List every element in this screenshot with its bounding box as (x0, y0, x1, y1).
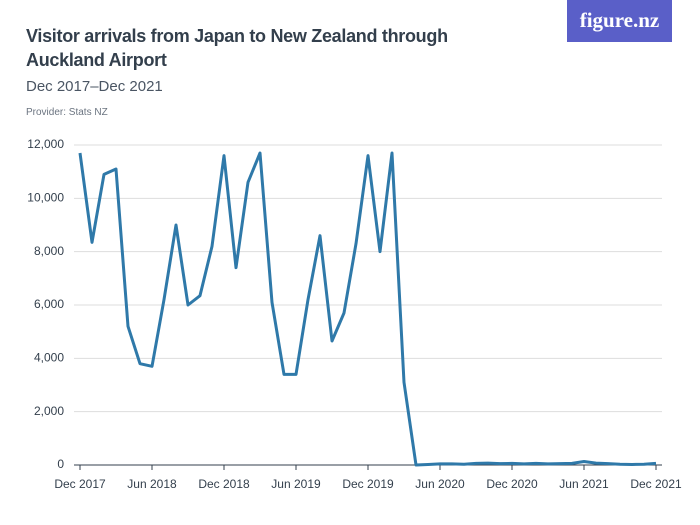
x-tick-label: Dec 2017 (54, 477, 106, 491)
y-tick-label: 10,000 (27, 191, 64, 205)
y-tick-label: 12,000 (27, 137, 64, 151)
line-series (78, 151, 657, 467)
x-tick-label: Dec 2020 (486, 477, 538, 491)
chart-title: Visitor arrivals from Japan to New Zeala… (26, 26, 448, 70)
logo[interactable]: figure.nz (567, 0, 672, 42)
x-tick-label: Dec 2018 (198, 477, 250, 491)
x-tick-label: Jun 2019 (271, 477, 321, 491)
provider: Provider: Stats NZ (26, 107, 108, 118)
y-tick-label: 0 (57, 457, 64, 471)
x-tick-label: Jun 2021 (559, 477, 609, 491)
x-tick-label: Dec 2019 (342, 477, 394, 491)
y-tick-label: 6,000 (34, 297, 64, 311)
y-tick-label: 4,000 (34, 351, 64, 365)
y-tick-label: 8,000 (34, 244, 64, 258)
y-tick-label: 2,000 (34, 404, 64, 418)
chart-subtitle: Dec 2017–Dec 2021 (26, 78, 163, 95)
x-tick-label: Jun 2018 (127, 477, 177, 491)
x-tick-label: Dec 2021 (630, 477, 682, 491)
x-tick-label: Jun 2020 (415, 477, 465, 491)
